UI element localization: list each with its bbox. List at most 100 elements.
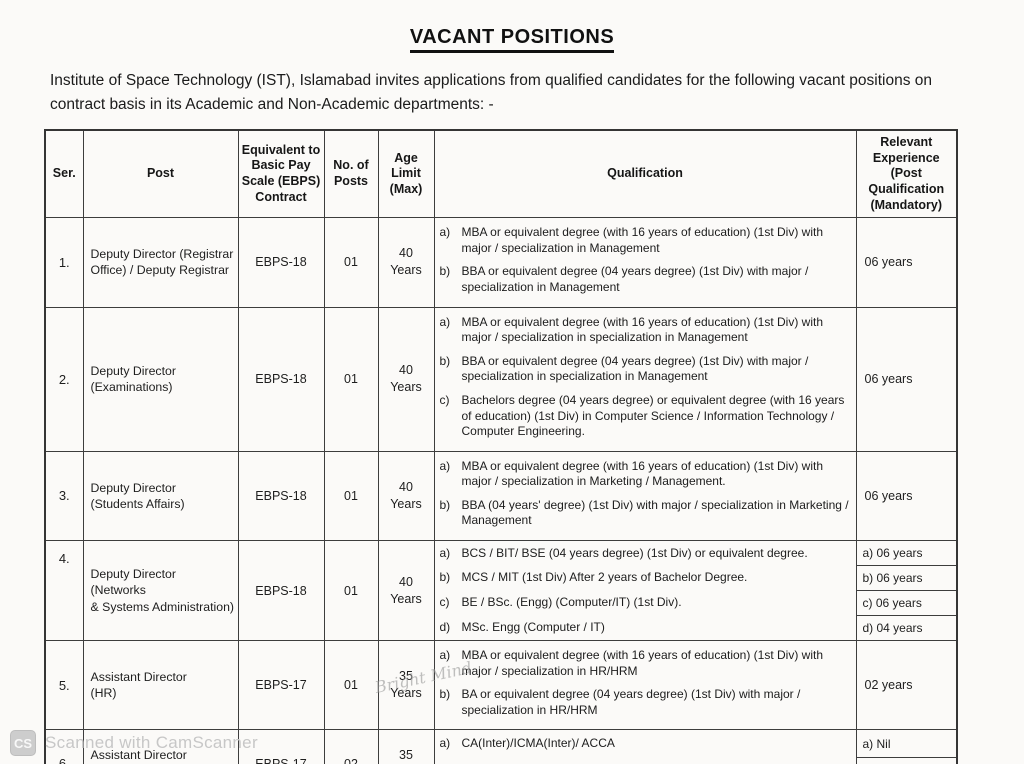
qualification-marker: c) — [439, 392, 450, 407]
table-subrow: b) MCS / MIT (1st Div) After 2 years of B… — [45, 565, 958, 592]
qualification-text: BBA (04 years' degree) (1st Div) with ma… — [461, 497, 849, 528]
cell-qualification: c) BE / BSc. (Engg) (Computer/IT) (1st Di… — [433, 590, 857, 616]
cell-qualification: a) MBA or equivalent degree (with 16 year… — [433, 217, 857, 308]
table-subrow: b)M. Com or equivalent degree (with 16 y… — [45, 757, 958, 764]
cell-experience: b) 06 years — [855, 565, 958, 592]
qualification-item: a) MBA or equivalent degree (with 16 year… — [440, 459, 851, 490]
table-row: 1. Deputy Director (Registrar Office) / … — [44, 217, 958, 308]
qualification-text: MCS / MIT (1st Div) After 2 years of Bac… — [461, 570, 748, 585]
cell-ebps: EBPS-18 — [237, 217, 325, 308]
qualification-item: b) BA or equivalent degree (04 years degr… — [440, 687, 851, 718]
qualification-marker: a) — [439, 648, 451, 663]
qualification-item: c) BE / BSc. (Engg) (Computer/IT) (1st Di… — [440, 595, 851, 611]
qualification-text: MBA or equivalent degree (with 16 years … — [461, 314, 824, 345]
qualification-text: BE / BSc. (Engg) (Computer/IT) (1st Div)… — [461, 595, 682, 610]
cell-ser: 3. — [44, 450, 84, 542]
qualification-marker: b) — [439, 570, 451, 585]
cell-experience: b) 02 years — [855, 757, 958, 764]
table-subrow: d) MSc. Engg (Computer / IT) d) 04 years — [45, 615, 958, 642]
table-row: 6. Assistant Director (Finance) EBPS-17 … — [44, 729, 958, 764]
table-row: 5. Assistant Director (HR) EBPS-17 01 35… — [44, 640, 958, 731]
header-post: Post — [82, 129, 239, 219]
cell-qualification: d) MSc. Engg (Computer / IT) — [433, 615, 857, 641]
qualification-marker: a) — [439, 225, 451, 240]
cell-age: 40 Years — [377, 217, 435, 308]
cell-posts: 01 — [323, 540, 379, 642]
header-experience: Relevant Experience (Post Qualification … — [855, 129, 958, 219]
title-block: VACANT POSITIONS — [0, 0, 1024, 53]
cell-experience: a) Nil — [855, 729, 958, 759]
qualification-item: a) BCS / BIT/ BSE (04 years degree) (1st … — [440, 546, 851, 562]
page-title: VACANT POSITIONS — [409, 26, 615, 53]
cell-post: Deputy Director (Examinations) — [82, 306, 239, 452]
qualification-text: MBA or equivalent degree (with 16 years … — [461, 648, 824, 678]
qualification-item: c) Bachelors degree (04 years degree) or … — [440, 393, 851, 440]
cell-ser: 1. — [44, 217, 84, 308]
cell-age: 35 Years — [377, 640, 435, 731]
qualification-text: M. Com or equivalent degree (with 16 yea… — [462, 762, 851, 764]
qualification-item: a) MBA or equivalent degree (with 16 year… — [440, 315, 851, 346]
qualification-marker: a) — [439, 458, 451, 473]
qualification-item: a) MBA or equivalent degree (with 16 year… — [440, 648, 851, 679]
cell-experience: 02 years — [855, 640, 958, 731]
cell-experience: d) 04 years — [855, 615, 958, 642]
table-row: 3. Deputy Director (Students Affairs) EB… — [44, 450, 958, 542]
table-row: 4. Deputy Director (Networks & Systems A… — [44, 540, 958, 642]
cell-post: Deputy Director (Registrar Office) / Dep… — [82, 217, 239, 308]
qualification-item: b)M. Com or equivalent degree (with 16 y… — [440, 762, 851, 764]
cell-ser: 2. — [44, 306, 84, 452]
qualification-marker: d) — [439, 620, 451, 635]
table-subrow: c) BE / BSc. (Engg) (Computer/IT) (1st Di… — [45, 590, 958, 617]
camscanner-footer: CS Scanned with CamScanner — [10, 730, 258, 756]
qualification-text: MBA or equivalent degree (with 16 years … — [461, 225, 824, 255]
qualification-text: CA(Inter)/ICMA(Inter)/ ACCA — [461, 736, 615, 751]
header-age: Age Limit (Max) — [377, 129, 435, 219]
qualification-text: MSc. Engg (Computer / IT) — [461, 620, 605, 635]
camscanner-footer-text: Scanned with CamScanner — [45, 733, 258, 752]
cell-qualification: a) BCS / BIT/ BSE (04 years degree) (1st … — [433, 540, 857, 566]
vacancies-table: Ser. Post Equivalent to Basic Pay Scale … — [44, 129, 958, 764]
cell-experience: 06 years — [855, 306, 958, 452]
cell-experience: a) 06 years — [855, 540, 958, 567]
cell-qualification: b)M. Com or equivalent degree (with 16 y… — [433, 757, 857, 764]
qualification-text: BCS / BIT/ BSE (04 years degree) (1st Di… — [461, 545, 808, 560]
cell-post: Assistant Director (Finance) — [82, 729, 239, 764]
cell-age: 40 Years — [377, 540, 435, 642]
qualification-marker: b) — [439, 264, 451, 279]
qualification-item: d) MSc. Engg (Computer / IT) — [440, 620, 851, 636]
cell-posts: 01 — [323, 450, 379, 542]
header-ebps: Equivalent to Basic Pay Scale (EBPS) Con… — [237, 129, 325, 219]
qualification-item: b) BBA or equivalent degree (04 years deg… — [440, 264, 851, 295]
qualification-marker: a) — [439, 736, 451, 751]
cell-ser: 6. — [44, 729, 84, 764]
qualification-marker: a) — [439, 314, 451, 329]
qualification-text: BA or equivalent degree (04 years degree… — [461, 687, 801, 717]
table-row: 2. Deputy Director (Examinations) EBPS-1… — [44, 306, 958, 452]
cell-qualification: a) CA(Inter)/ICMA(Inter)/ ACCA — [433, 729, 857, 758]
cell-post: Assistant Director (HR) — [82, 640, 239, 731]
cell-ebps: EBPS-17 — [237, 729, 325, 764]
qualification-marker: c) — [439, 595, 450, 610]
cell-posts: 01 — [323, 306, 379, 452]
cell-qualification: a) MBA or equivalent degree (with 16 year… — [433, 306, 857, 452]
cell-posts: 02 — [323, 729, 379, 764]
qualification-text: MBA or equivalent degree (with 16 years … — [461, 458, 824, 489]
cell-posts: 01 — [323, 640, 379, 731]
cell-ebps: EBPS-17 — [237, 640, 325, 731]
qualification-marker: b) — [440, 762, 462, 764]
cell-post: Deputy Director (Students Affairs) — [82, 450, 239, 542]
cell-posts: 01 — [323, 217, 379, 308]
qualification-item: b) BBA (04 years' degree) (1st Div) with … — [440, 498, 851, 529]
cell-experience: c) 06 years — [855, 590, 958, 617]
qualification-item: a) CA(Inter)/ICMA(Inter)/ ACCA — [440, 736, 851, 752]
cell-qualification: a) MBA or equivalent degree (with 16 year… — [433, 450, 857, 542]
header-posts: No. of Posts — [323, 129, 379, 219]
cell-ebps: EBPS-18 — [237, 450, 325, 542]
cell-ser: 5. — [44, 640, 84, 731]
qualification-marker: a) — [439, 545, 451, 560]
qualification-item: b) MCS / MIT (1st Div) After 2 years of B… — [440, 570, 851, 586]
qualification-text: BBA or equivalent degree (04 years degre… — [461, 353, 809, 384]
cell-age: 40 Years — [377, 450, 435, 542]
cell-qualification: a) MBA or equivalent degree (with 16 year… — [433, 640, 857, 731]
